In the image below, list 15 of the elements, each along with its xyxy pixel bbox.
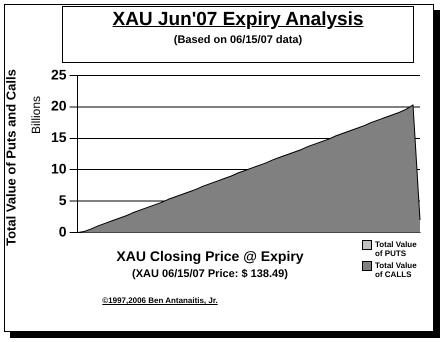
y-tick-label: 15	[50, 129, 67, 146]
y-tick-label: 10	[50, 160, 67, 177]
text: Billions	[29, 95, 43, 136]
legend-label: Total Value of PUTS	[375, 240, 418, 258]
chart-subtitle: (Based on 06/15/07 data)	[172, 34, 304, 46]
y-tick-label: 0	[58, 223, 67, 240]
x-axis-title: XAU Closing Price @ Expiry	[115, 248, 305, 264]
text: (XAU 06/15/07 Price: $ 138.49)	[131, 268, 289, 280]
legend-label: Total Value of CALLS	[375, 261, 418, 279]
chart-title: XAU Jun'07 Expiry Analysis	[112, 9, 364, 31]
y-tick-label: 25	[50, 66, 67, 82]
y-axis-title: Total Value of Puts and Calls	[4, 68, 18, 248]
y-tick-label: 20	[50, 98, 67, 114]
y-tick-label: 5	[58, 192, 67, 208]
text: ©1997,2006 Ben Antanaitis, Jr.	[101, 296, 219, 305]
